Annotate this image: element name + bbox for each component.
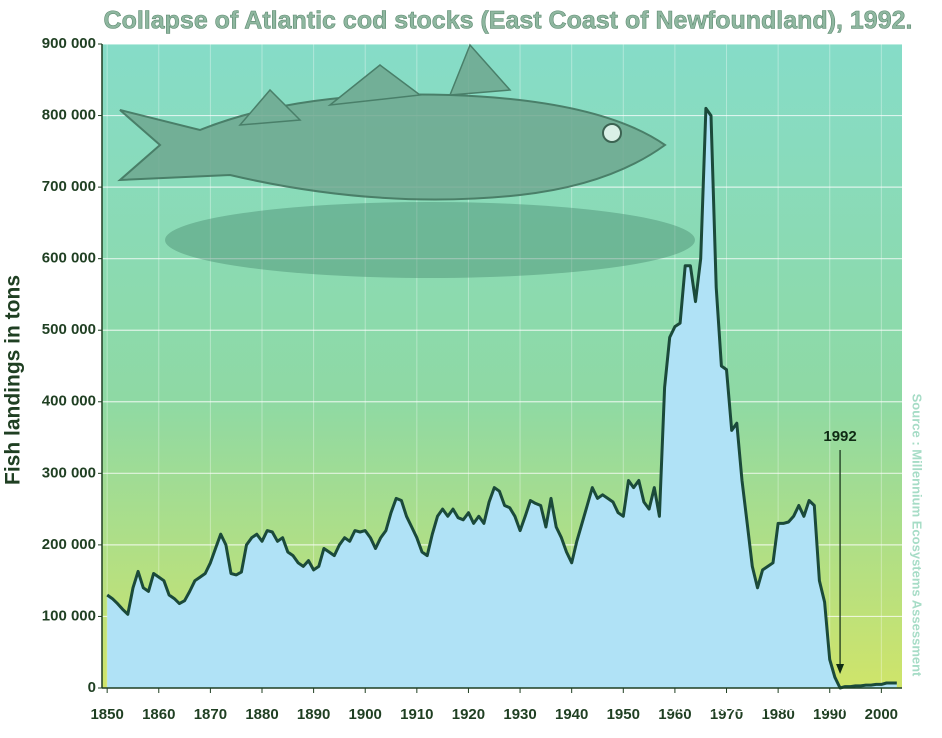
source-note: Source : Millennium Ecosystems Assessmen… bbox=[910, 394, 925, 677]
x-tick-label: 1990 bbox=[813, 706, 846, 723]
y-tick-label: 700 000 bbox=[42, 178, 96, 195]
y-tick-label: 800 000 bbox=[42, 107, 96, 124]
chart-title: Collapse of Atlantic cod stocks (East Co… bbox=[104, 7, 913, 35]
x-tick-label: 1950 bbox=[607, 706, 640, 723]
x-tick-label: 1870 bbox=[194, 706, 227, 723]
x-tick-label: 1900 bbox=[349, 706, 382, 723]
x-tick-label: 1850 bbox=[90, 706, 123, 723]
fish-illustration bbox=[117, 43, 695, 278]
x-tick-label: 1910 bbox=[400, 706, 433, 723]
x-tick-label: 1960 bbox=[658, 706, 691, 723]
area-fill bbox=[107, 108, 897, 688]
x-tick-label: 1860 bbox=[142, 706, 175, 723]
x-tick-label: 1980 bbox=[761, 706, 794, 723]
watermark: 头条 @食通社Foodthink bbox=[652, 695, 845, 715]
y-tick-label: 900 000 bbox=[42, 35, 96, 52]
y-axis-label: Fish landings in tons bbox=[2, 275, 25, 485]
y-tick-label: 200 000 bbox=[42, 536, 96, 553]
y-tick-label: 0 bbox=[88, 679, 96, 696]
y-tick-label: 600 000 bbox=[42, 250, 96, 267]
x-tick-label: 1880 bbox=[245, 706, 278, 723]
y-tick-label: 300 000 bbox=[42, 464, 96, 481]
x-tick-label: 1940 bbox=[555, 706, 588, 723]
x-tick-label: 1970 bbox=[710, 706, 743, 723]
x-tick-label: 1930 bbox=[503, 706, 536, 723]
x-tick-label: 2000 bbox=[865, 706, 898, 723]
y-tick-label: 500 000 bbox=[42, 321, 96, 338]
area-line bbox=[106, 106, 897, 690]
annotation-arrowhead bbox=[836, 664, 845, 674]
annotation-label: 1992 bbox=[823, 428, 856, 445]
x-tick-label: 1920 bbox=[452, 706, 485, 723]
x-tick-label: 1890 bbox=[297, 706, 330, 723]
y-tick-label: 400 000 bbox=[42, 393, 96, 410]
y-tick-label: 100 000 bbox=[42, 607, 96, 624]
